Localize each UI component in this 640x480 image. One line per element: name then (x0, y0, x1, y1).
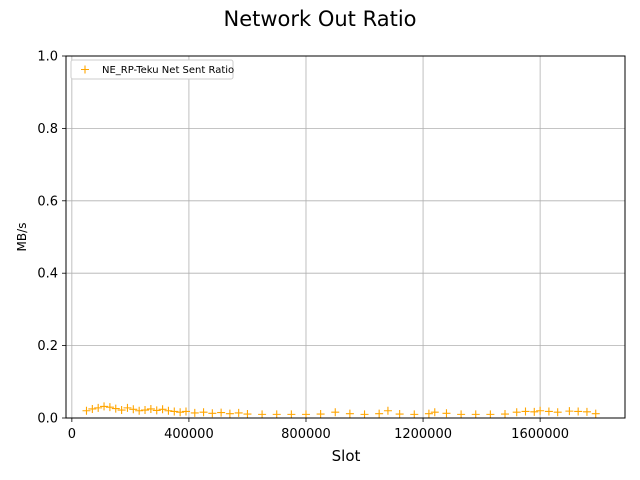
data-point (258, 410, 267, 419)
x-tick-label: 800000 (281, 427, 331, 442)
data-point (424, 409, 433, 418)
y-tick-label: 0.0 (37, 412, 58, 427)
data-point (152, 406, 161, 415)
data-point (243, 410, 252, 419)
x-tick-label: 1200000 (394, 427, 452, 442)
data-point (208, 409, 217, 418)
y-tick-label: 0.4 (37, 267, 58, 282)
data-point (574, 407, 583, 416)
x-tick-label: 1600000 (511, 427, 569, 442)
data-point (176, 408, 185, 417)
data-point (287, 410, 296, 419)
data-point (301, 410, 310, 419)
data-series (82, 402, 600, 419)
data-point (181, 407, 190, 416)
y-tick-label: 0.2 (37, 339, 58, 354)
chart-title: Network Out Ratio (223, 7, 416, 31)
legend: NE_RP-Teku Net Sent Ratio (70, 59, 234, 80)
data-point (129, 405, 138, 414)
data-point (199, 408, 208, 417)
data-point (105, 403, 114, 412)
data-point (521, 407, 530, 416)
data-point (375, 409, 384, 418)
data-point (536, 406, 545, 415)
data-point (582, 407, 591, 416)
data-point (486, 410, 495, 419)
data-point (410, 410, 419, 419)
data-point (512, 408, 521, 417)
data-point (94, 403, 103, 412)
data-point (471, 410, 480, 419)
data-point (553, 408, 562, 417)
data-point (146, 404, 155, 413)
data-point (530, 407, 539, 416)
data-point (457, 410, 466, 419)
axis-ticks: 0 400000 800000 1200000 1600000 0.0 0.2 0.4 0.6 0… (37, 50, 569, 443)
data-point (141, 406, 150, 415)
data-point (117, 406, 126, 415)
legend-entry-label: NE_RP-Teku Net Sent Ratio (102, 65, 234, 76)
data-point (111, 404, 120, 413)
x-tick-label: 400000 (164, 427, 214, 442)
data-point (442, 409, 451, 418)
data-point (123, 403, 132, 412)
data-point (331, 408, 340, 417)
legend-box (70, 59, 234, 80)
data-point (383, 406, 392, 415)
data-point (170, 407, 179, 416)
y-tick-label: 0.6 (37, 194, 58, 209)
data-point (164, 406, 173, 415)
y-axis-label: MB/s (15, 223, 29, 252)
data-point (360, 410, 369, 419)
y-tick-label: 1.0 (37, 50, 58, 65)
data-point (501, 410, 510, 419)
data-point (316, 410, 325, 419)
data-point (430, 408, 439, 417)
data-point (395, 410, 404, 419)
data-point (345, 409, 354, 418)
data-point (234, 408, 243, 417)
data-point (544, 407, 553, 416)
legend-marker (81, 65, 89, 74)
data-point (82, 406, 91, 415)
data-point (100, 402, 109, 411)
data-point (135, 406, 144, 415)
data-point (190, 408, 199, 417)
x-tick-label: 0 (68, 427, 76, 442)
data-point (88, 404, 97, 413)
plot-frame (65, 55, 626, 419)
y-tick-label: 0.8 (37, 122, 58, 137)
data-point (158, 405, 167, 414)
x-axis-label: Slot (332, 447, 361, 465)
data-point (272, 410, 281, 419)
data-point (591, 409, 600, 418)
data-point (565, 407, 574, 416)
data-point (225, 409, 234, 418)
data-point (217, 408, 226, 417)
